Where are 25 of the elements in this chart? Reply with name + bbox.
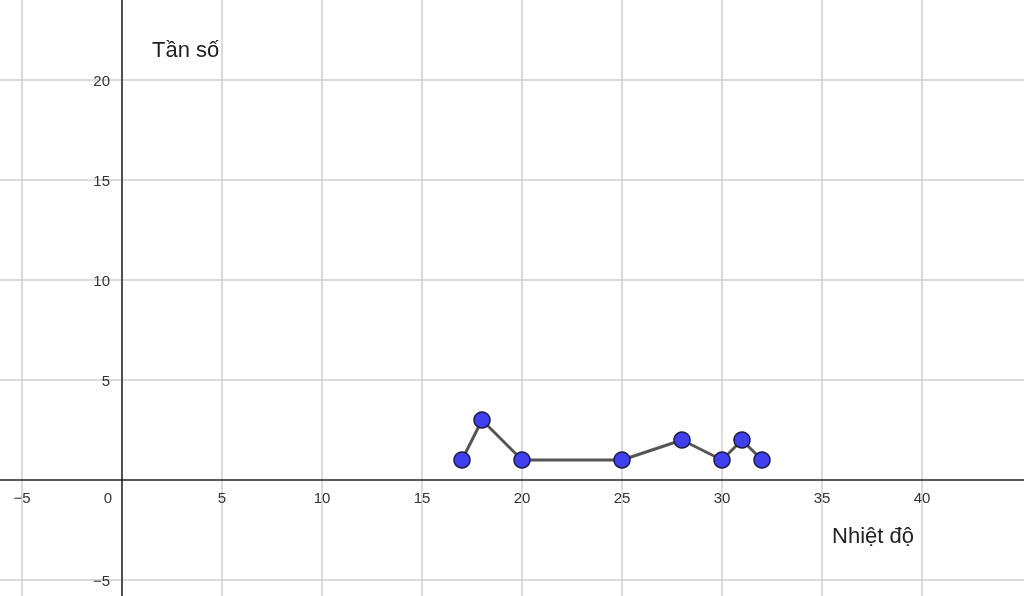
point [613,451,631,469]
x-tick-label: 5 [217,489,227,506]
point [453,451,471,469]
x-tick-label: 20 [513,489,531,506]
point [753,451,771,469]
point [473,411,491,429]
point [513,451,531,469]
x-tick-label: 35 [813,489,831,506]
y-axis-title: Tần số [152,36,220,62]
y-tick-label: 20 [93,71,110,89]
y-tick-label: 5 [101,371,110,389]
y-tick-label: 10 [93,271,110,289]
y-tick-label: −5 [92,571,110,589]
point [713,451,731,469]
y-tick-label: 15 [93,171,110,189]
x-axis-title: Nhiệt độ [832,522,914,548]
x-tick-label: 15 [413,489,431,506]
point [673,431,691,449]
x-tick-label: 10 [313,489,331,506]
x-tick-label: −5 [13,489,31,506]
x-tick-label: 25 [613,489,631,506]
x-tick-label: 40 [913,489,931,506]
point [733,431,751,449]
x-tick-label: 0 [103,489,113,506]
x-tick-label: 30 [713,489,731,506]
